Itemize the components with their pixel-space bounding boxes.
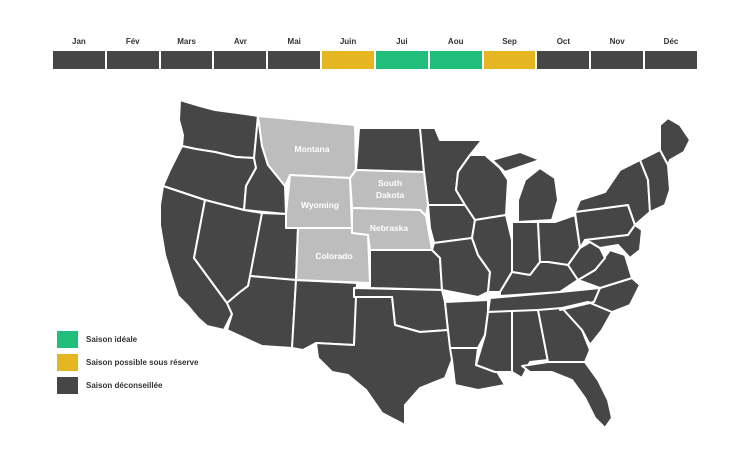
month-bar <box>160 51 213 69</box>
state-florida <box>521 361 613 429</box>
month-aug: Aou <box>429 37 482 71</box>
month-apr: Avr <box>214 37 267 71</box>
legend-label: Saison possible sous réserve <box>86 358 199 367</box>
month-mar: Mars <box>160 37 213 71</box>
month-bar <box>591 51 644 69</box>
state-label-montana: Montana <box>295 144 330 154</box>
legend-label: Saison idéale <box>86 335 138 344</box>
month-label: Jui <box>396 37 408 46</box>
legend: Saison idéale Saison possible sous réser… <box>57 331 199 400</box>
month-dec: Déc <box>645 37 697 71</box>
legend-item-possible: Saison possible sous réserve <box>57 354 199 371</box>
month-label: Mai <box>287 37 301 46</box>
month-bar <box>483 51 536 69</box>
state-illinois <box>471 214 513 293</box>
state-new-mexico <box>291 279 358 351</box>
state-maine <box>659 117 691 166</box>
state-label-south-dakota-line2: Dakota <box>376 190 405 200</box>
state-mid-atlantic <box>584 224 643 259</box>
state-label-wyoming: Wyoming <box>301 200 339 210</box>
month-sep: Sep <box>483 37 536 71</box>
month-bar <box>53 51 105 69</box>
month-label: Fév <box>125 37 140 46</box>
highlighted-states: Montana Wyoming South Dakota Nebraska Co… <box>257 115 433 284</box>
state-label-nebraska: Nebraska <box>370 223 409 233</box>
month-label: Aou <box>447 37 464 46</box>
month-jan: Jan <box>53 37 105 71</box>
month-bar <box>322 51 374 69</box>
month-bar <box>537 51 590 69</box>
legend-swatch <box>57 331 78 348</box>
month-label: Avr <box>233 37 247 46</box>
month-label: Sep <box>502 37 517 46</box>
month-may: Mai <box>268 37 321 71</box>
month-bar <box>214 51 267 69</box>
month-jun: Juin <box>322 37 374 71</box>
state-arkansas <box>444 299 489 349</box>
month-label: Déc <box>663 37 679 46</box>
month-calendar: Jan Fév Mars Avr Mai Juin Jui Aou Sep Oc… <box>53 37 697 71</box>
state-kansas <box>369 249 443 291</box>
month-bar <box>375 51 428 69</box>
month-bar <box>429 51 482 69</box>
month-label: Jan <box>72 37 86 46</box>
state-colorado <box>295 227 371 284</box>
month-bar <box>645 51 697 69</box>
state-north-dakota <box>355 127 425 173</box>
legend-item-ideal: Saison idéale <box>57 331 199 348</box>
month-label: Oct <box>556 37 571 46</box>
month-oct: Oct <box>537 37 590 71</box>
month-label: Juin <box>339 37 357 46</box>
state-label-south-dakota-line1: South <box>378 178 402 188</box>
month-jul: Jui <box>375 37 428 71</box>
state-label-colorado: Colorado <box>315 251 352 261</box>
legend-swatch <box>57 354 78 371</box>
month-nov: Nov <box>591 37 644 71</box>
legend-label: Saison déconseillée <box>86 381 163 390</box>
month-label: Mars <box>177 37 196 46</box>
month-bar <box>268 51 321 69</box>
legend-swatch <box>57 377 78 394</box>
month-bar <box>106 51 159 69</box>
month-feb: Fév <box>106 37 159 71</box>
month-label: Nov <box>609 37 625 46</box>
state-north-carolina <box>559 277 641 313</box>
other-states <box>159 99 691 429</box>
state-michigan <box>491 151 559 223</box>
legend-item-discouraged: Saison déconseillée <box>57 377 199 394</box>
state-texas <box>315 296 453 426</box>
state-louisiana <box>449 347 506 391</box>
